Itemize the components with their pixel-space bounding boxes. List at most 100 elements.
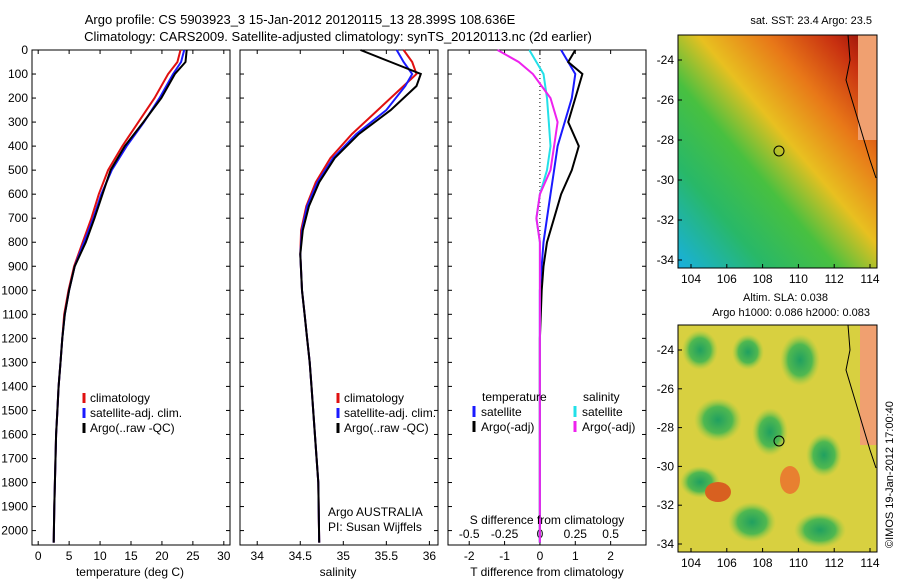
sla-blob [780, 334, 820, 386]
x-tick-label: 5 [66, 549, 73, 563]
sla-map-y-tick-label: -24 [657, 343, 675, 357]
x-tick-label: 1 [572, 549, 579, 563]
sla-blob [682, 330, 718, 370]
sla-blob [752, 408, 788, 456]
x-tick-label: 35 [337, 549, 351, 563]
sst-map-x-tick-label: 104 [681, 272, 701, 286]
sst-coastal-warm-area [858, 35, 877, 140]
sla-map-x-tick-label: 112 [825, 556, 844, 570]
x-tick-label: 15 [124, 549, 138, 563]
legend-label-satellite: satellite-adj. clim. [344, 406, 436, 420]
depth-tick-label: 800 [8, 235, 28, 249]
depth-tick-label: 400 [8, 139, 28, 153]
sla-blob [732, 334, 764, 370]
sst-coastline [845, 34, 877, 179]
title-line1: Argo profile: CS 5903923_3 15-Jan-2012 2… [85, 12, 516, 27]
sla-map-frame [677, 324, 878, 553]
sst-map-title: sat. SST: 23.4 Argo: 23.5 [750, 15, 872, 27]
argo-program-label: Argo AUSTRALIA [328, 505, 423, 519]
legend-label-climatology: climatology [90, 391, 150, 405]
argo-pi-label: PI: Susan Wijffels [328, 520, 422, 534]
sst-map-x-tick-label: 106 [717, 272, 737, 286]
series-line-argo-raw-qc- [52, 49, 188, 543]
difference-panel-frame [447, 49, 647, 546]
x-tick-label: 30 [217, 549, 231, 563]
x-tick-label: 36 [423, 549, 437, 563]
temperature-xlabel: temperature (deg C) [76, 565, 184, 579]
sst-map-x-tick-label: 108 [753, 272, 773, 286]
temperature-panel-frame [31, 49, 231, 546]
s-diff-tick-label: 0.5 [602, 527, 619, 541]
depth-tick-label: 0 [21, 43, 28, 57]
sla-coastline [845, 324, 877, 469]
x-tick-label: 35.5 [375, 549, 399, 563]
legend-label-climatology: climatology [344, 391, 404, 405]
credit-label: ©IMOS 19-Jan-2012 17:00:40 [884, 401, 896, 548]
temperature-legend: climatology satellite-adj. clim. Argo(..… [82, 391, 182, 435]
x-tick-label: 25 [186, 549, 200, 563]
sst-map-image [678, 35, 877, 268]
x-tick-label: -2 [464, 549, 475, 563]
title-line2: Climatology: CARS2009. Satellite-adjuste… [84, 29, 592, 44]
depth-tick-label: 2000 [1, 524, 28, 538]
sla-map-y-tick-label: -34 [657, 537, 675, 551]
s-diff-tick-label: -0.5 [459, 527, 480, 541]
depth-tick-label: 1000 [1, 283, 28, 297]
legend-label-argo: Argo(..raw -QC) [344, 421, 429, 435]
depth-tick-label: 300 [8, 115, 28, 129]
sst-map-y-tick-label: -24 [657, 53, 675, 67]
depth-tick-label: 1200 [1, 331, 28, 345]
depth-tick-label: 1600 [1, 427, 28, 441]
sst-map-x-tick-label: 114 [860, 272, 879, 286]
series-line-climatology [52, 49, 182, 543]
sla-blob [694, 398, 742, 442]
t-diff-xlabel: T difference from climatology [470, 565, 624, 579]
x-tick-label: 34.5 [289, 549, 313, 563]
legend-label-sal-argo: Argo(-adj) [582, 420, 635, 434]
salinity-legend: climatology satellite-adj. clim. Argo(..… [336, 391, 436, 435]
depth-tick-label: 1400 [1, 379, 28, 393]
legend-temperature-title: temperature [482, 390, 547, 404]
sst-map-x-tick-label: 110 [789, 272, 808, 286]
legend-label-satellite: satellite-adj. clim. [90, 406, 182, 420]
sla-map-x-tick-label: 110 [789, 556, 808, 570]
x-tick-label: -1 [499, 549, 510, 563]
sla-warm-blob [705, 482, 731, 502]
s-diff-label: S difference from climatology [470, 513, 625, 527]
sst-map-y-tick-label: -30 [657, 173, 675, 187]
depth-tick-label: 1100 [2, 307, 28, 321]
sla-map-x-tick-label: 106 [717, 556, 737, 570]
legend-label-argo: Argo(..raw -QC) [90, 421, 175, 435]
x-tick-label: 10 [93, 549, 107, 563]
sla-coastal-area [860, 325, 877, 445]
sla-map-title2: Argo h1000: 0.086 h2000: 0.083 [712, 307, 870, 319]
sla-map-title1: Altim. SLA: 0.038 [743, 292, 828, 304]
series-line-satellite-adj-clim- [52, 49, 186, 543]
salinity-panel-frame [239, 49, 439, 546]
salinity-xlabel: salinity [320, 565, 357, 579]
sla-blob [728, 502, 776, 542]
sla-map-y-tick-label: -32 [657, 498, 675, 512]
sst-map-y-tick-label: -32 [657, 213, 675, 227]
x-tick-label: 34 [251, 549, 265, 563]
sst-map-frame [677, 34, 878, 269]
sla-map-x-tick-label: 114 [860, 556, 879, 570]
sst-map-y-tick-label: -26 [657, 93, 675, 107]
legend-salinity-title: salinity [583, 390, 620, 404]
x-tick-label: 0 [537, 549, 544, 563]
sla-map-x-tick-label: 104 [681, 556, 701, 570]
depth-tick-label: 1800 [1, 476, 28, 490]
sla-map-y-tick-label: -28 [657, 421, 675, 435]
depth-tick-label: 600 [8, 187, 28, 201]
s-diff-tick-label: 0.25 [564, 527, 588, 541]
sla-anomaly-blobs [680, 330, 846, 548]
sst-argo-location-marker [773, 145, 785, 157]
sla-map-x-tick-label: 108 [753, 556, 773, 570]
sla-blob [794, 512, 846, 548]
depth-tick-label: 100 [8, 67, 28, 81]
sst-map-y-tick-label: -34 [657, 253, 675, 267]
x-tick-label: 2 [607, 549, 614, 563]
series-line-argo-raw-qc- [299, 49, 423, 543]
sla-map-y-tick-label: -30 [657, 459, 675, 473]
